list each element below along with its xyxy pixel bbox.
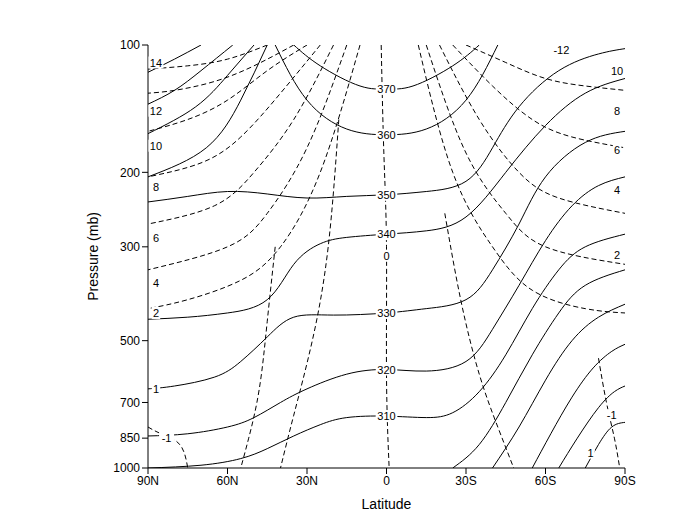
- svg-text:320: 320: [377, 364, 395, 376]
- svg-text:850: 850: [120, 431, 140, 445]
- svg-text:Pressure (mb): Pressure (mb): [85, 212, 101, 301]
- svg-text:370: 370: [377, 83, 395, 95]
- svg-text:10: 10: [611, 65, 623, 77]
- svg-text:4: 4: [153, 277, 159, 289]
- svg-text:1: 1: [587, 447, 593, 459]
- svg-text:0: 0: [383, 474, 390, 488]
- svg-text:-1: -1: [607, 409, 617, 421]
- svg-text:500: 500: [120, 334, 140, 348]
- svg-text:2: 2: [614, 249, 620, 261]
- svg-text:60S: 60S: [535, 474, 556, 488]
- svg-text:1: 1: [153, 383, 159, 395]
- svg-text:Latitude: Latitude: [362, 496, 412, 512]
- svg-text:14: 14: [150, 57, 162, 69]
- svg-text:8: 8: [614, 105, 620, 117]
- svg-text:6: 6: [153, 232, 159, 244]
- svg-text:90S: 90S: [614, 474, 635, 488]
- svg-text:360: 360: [377, 129, 395, 141]
- svg-text:310: 310: [377, 410, 395, 422]
- svg-text:30N: 30N: [296, 474, 318, 488]
- svg-text:1000: 1000: [113, 461, 140, 475]
- svg-text:2: 2: [153, 307, 159, 319]
- svg-text:100: 100: [120, 38, 140, 52]
- svg-text:200: 200: [120, 166, 140, 180]
- svg-text:340: 340: [377, 228, 395, 240]
- svg-text:700: 700: [120, 396, 140, 410]
- svg-text:30S: 30S: [455, 474, 476, 488]
- svg-text:-12: -12: [553, 44, 569, 56]
- svg-text:6: 6: [614, 144, 620, 156]
- svg-text:0: 0: [383, 250, 389, 262]
- svg-text:350: 350: [377, 189, 395, 201]
- svg-text:12: 12: [150, 105, 162, 117]
- svg-text:60N: 60N: [216, 474, 238, 488]
- svg-text:4: 4: [614, 184, 620, 196]
- svg-text:300: 300: [120, 240, 140, 254]
- svg-text:8: 8: [153, 181, 159, 193]
- svg-text:90N: 90N: [137, 474, 159, 488]
- svg-text:10: 10: [150, 140, 162, 152]
- svg-text:-1: -1: [162, 432, 172, 444]
- svg-text:330: 330: [377, 307, 395, 319]
